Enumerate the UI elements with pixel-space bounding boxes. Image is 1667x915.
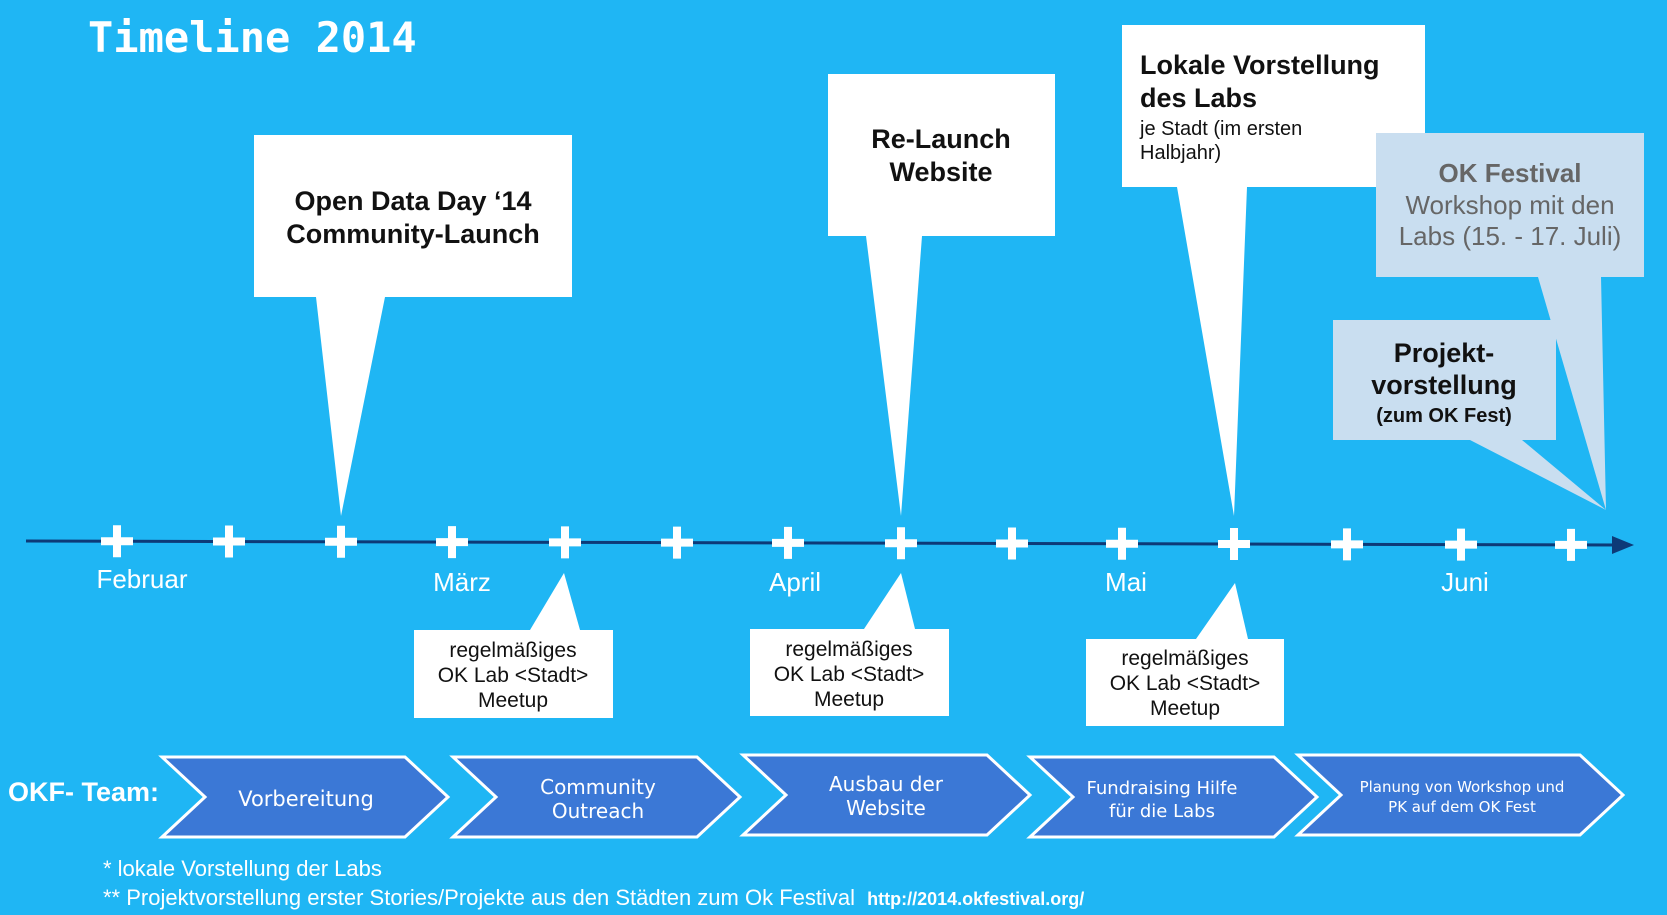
axis-ticks bbox=[101, 525, 1587, 561]
milestone-callout-open-data-day: Open Data Day ‘14 Community-Launch bbox=[254, 135, 572, 516]
phase-label-line-1: Vorbereitung bbox=[238, 787, 374, 811]
callout-shape bbox=[1122, 25, 1425, 516]
callout-shape bbox=[1376, 133, 1644, 510]
axis-tick-cross-icon bbox=[1555, 528, 1587, 561]
milestone-body-line-1: Workshop mit den bbox=[1405, 190, 1614, 220]
footnote-2-text: ** Projektvorstellung erster Stories/Pro… bbox=[103, 885, 855, 910]
meetup-line-3: Meetup bbox=[814, 688, 884, 711]
axis-tick-cross-icon bbox=[1106, 527, 1138, 560]
milestone-title-line-1: Lokale Vorstellung bbox=[1140, 50, 1380, 80]
milestone-body-line-2: Labs (15. - 17. Juli) bbox=[1399, 221, 1622, 251]
phase-label-line-1: Ausbau der bbox=[829, 772, 944, 796]
phase-label-line-2: Outreach bbox=[552, 799, 644, 823]
axis-tick-cross-icon bbox=[549, 526, 581, 559]
milestone-title-line-1: Open Data Day ‘14 bbox=[294, 186, 531, 216]
chevron-shape bbox=[1026, 755, 1320, 839]
milestone-callout-ok-festival: OK Festival Workshop mit den Labs (15. -… bbox=[1376, 133, 1644, 510]
meetup-line-3: Meetup bbox=[478, 689, 548, 712]
axis-tick-cross-icon bbox=[772, 526, 804, 559]
team-label: OKF- Team: bbox=[8, 777, 159, 807]
footnote-2-link[interactable]: http://2014.okfestival.org/ bbox=[867, 889, 1084, 909]
axis-tick-cross-icon bbox=[213, 525, 245, 558]
phase-label-line-2: PK auf dem OK Fest bbox=[1388, 798, 1536, 816]
meetup-line-3: Meetup bbox=[1150, 697, 1220, 720]
footnote-1: * lokale Vorstellung der Labs bbox=[103, 856, 382, 881]
milestone-title-line-2: vorstellung bbox=[1371, 370, 1517, 400]
meetup-line-2: OK Lab <Stadt> bbox=[1110, 672, 1261, 695]
milestone-title-line-1: Re-Launch bbox=[871, 124, 1011, 154]
month-label-maerz: März bbox=[433, 567, 491, 597]
milestone-body-line-1: je Stadt (im ersten bbox=[1139, 118, 1302, 140]
milestone-body-line-2: Halbjahr) bbox=[1140, 142, 1221, 164]
milestone-title-line-2: Community-Launch bbox=[286, 219, 540, 249]
milestone-title-line-1: Projekt- bbox=[1394, 338, 1495, 368]
axis-tick-cross-icon bbox=[436, 526, 468, 559]
phase-label-line-2: Website bbox=[846, 796, 926, 820]
phase-label-line-1: Fundraising Hilfe bbox=[1087, 778, 1238, 799]
meetup-line-2: OK Lab <Stadt> bbox=[774, 663, 925, 686]
phase-label-line-1: Planung von Workshop und bbox=[1360, 778, 1565, 796]
phase-chevron-vorbereitung: Vorbereitung bbox=[158, 755, 451, 839]
month-label-februar: Februar bbox=[96, 564, 187, 594]
axis-tick-cross-icon bbox=[885, 527, 917, 560]
phase-chevron-community-outreach: Community Outreach bbox=[449, 755, 743, 839]
month-label-april: April bbox=[769, 567, 821, 597]
phase-label-line-1: Community bbox=[540, 775, 656, 799]
milestone-callout-relaunch-website: Re-Launch Website bbox=[828, 74, 1055, 516]
axis-tick-cross-icon bbox=[1331, 528, 1363, 561]
phase-chevron-fundraising: Fundraising Hilfe für die Labs bbox=[1026, 755, 1320, 839]
axis-tick-cross-icon bbox=[1445, 528, 1477, 561]
axis-tick-cross-icon bbox=[996, 527, 1028, 560]
meetup-callout-1: regelmäßiges OK Lab <Stadt> Meetup bbox=[414, 573, 613, 718]
chevron-shape bbox=[739, 753, 1033, 837]
meetup-line-2: OK Lab <Stadt> bbox=[438, 664, 589, 687]
meetup-callout-3: regelmäßiges OK Lab <Stadt> Meetup bbox=[1086, 583, 1284, 726]
phase-chevron-ausbau-website: Ausbau der Website bbox=[739, 753, 1033, 837]
axis-tick-cross-icon bbox=[1218, 528, 1250, 561]
milestone-callout-lokale-vorstellung: Lokale Vorstellung des Labs je Stadt (im… bbox=[1122, 25, 1425, 516]
milestone-callout-projektvorstellung: Projekt- vorstellung (zum OK Fest) bbox=[1333, 320, 1606, 510]
timeline-axis bbox=[25, 525, 1634, 561]
meetup-line-1: regelmäßiges bbox=[785, 638, 912, 661]
axis-tick-cross-icon bbox=[101, 525, 133, 558]
meetup-callout-2: regelmäßiges OK Lab <Stadt> Meetup bbox=[750, 573, 949, 716]
axis-tick-cross-icon bbox=[325, 525, 357, 558]
meetup-line-1: regelmäßiges bbox=[1121, 647, 1248, 670]
footnote-2: ** Projektvorstellung erster Stories/Pro… bbox=[103, 885, 1084, 910]
milestone-title-line-2: Website bbox=[889, 157, 992, 187]
callout-shape bbox=[750, 573, 949, 716]
axis-arrowhead-icon bbox=[1612, 536, 1634, 554]
meetup-line-1: regelmäßiges bbox=[449, 639, 576, 662]
callout-shape bbox=[414, 573, 613, 718]
chevron-shape bbox=[1294, 753, 1626, 837]
callout-shape bbox=[1333, 320, 1606, 510]
callout-shape bbox=[254, 135, 572, 516]
axis-tick-cross-icon bbox=[661, 526, 693, 559]
page-title: Timeline 2014 bbox=[88, 13, 417, 62]
callout-shape bbox=[828, 74, 1055, 516]
month-label-juni: Juni bbox=[1441, 567, 1489, 597]
milestone-body-line-1: (zum OK Fest) bbox=[1376, 405, 1512, 427]
month-label-mai: Mai bbox=[1105, 567, 1147, 597]
callout-shape bbox=[1086, 583, 1284, 726]
phase-chevron-planung: Planung von Workshop und PK auf dem OK F… bbox=[1294, 753, 1626, 837]
chevron-shape bbox=[158, 755, 451, 839]
milestone-title-line-2: des Labs bbox=[1140, 83, 1257, 113]
milestone-title-line-1: OK Festival bbox=[1438, 158, 1581, 188]
phase-label-line-2: für die Labs bbox=[1109, 801, 1215, 822]
chevron-shape bbox=[449, 755, 743, 839]
